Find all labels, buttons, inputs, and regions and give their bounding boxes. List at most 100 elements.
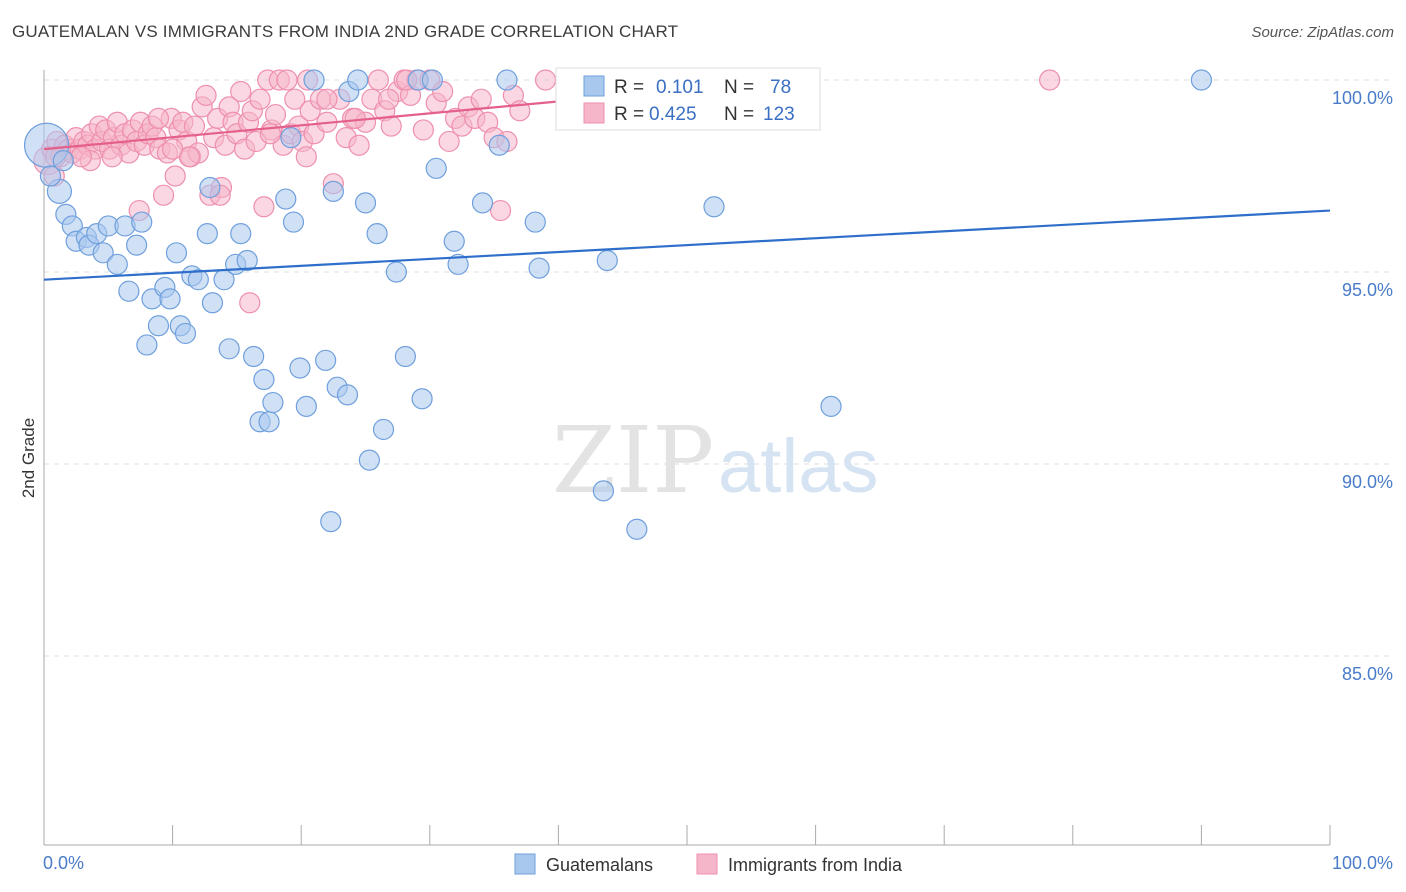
guatemalan-point (52, 150, 74, 172)
india-point (380, 115, 402, 137)
stats-swatch-pink (583, 102, 605, 124)
guatemalan-point (230, 223, 252, 245)
stats-n-label-blue: N = (724, 77, 754, 98)
x-axis-ticks (43, 825, 1331, 845)
guatemalan-points (23, 69, 1213, 540)
guatemalan-point (159, 288, 181, 310)
stats-n-value-blue: 78 (770, 77, 791, 98)
india-point (101, 146, 123, 168)
stats-n-value-pink: 123 (763, 104, 795, 125)
y-tick-label: 95.0% (1342, 280, 1393, 300)
guatemalan-point (174, 322, 197, 345)
chart-title: GUATEMALAN VS IMMIGRANTS FROM INDIA 2ND … (12, 22, 679, 41)
guatemalan-point (315, 349, 337, 371)
india-point (164, 165, 186, 187)
guatemalan-point (165, 242, 188, 264)
india-point (183, 115, 206, 137)
y-axis-title: 2nd Grade (19, 418, 38, 498)
source-credit: Source: ZipAtlas.com (1251, 24, 1394, 41)
india-point (147, 107, 170, 130)
guatemalan-point (358, 449, 380, 471)
guatemalan-point (196, 223, 218, 245)
guatemalan-point (425, 157, 447, 179)
india-point (438, 130, 460, 153)
legend-swatch-guatemalans (514, 853, 536, 875)
guatemalan-point (320, 510, 342, 533)
guatemalan-point (524, 211, 546, 233)
legend-label-guatemalans: Guatemalans (546, 855, 653, 875)
guatemalan-point (92, 242, 114, 264)
guatemalan-point (592, 480, 615, 502)
india-point (470, 88, 492, 110)
india-point (344, 107, 366, 130)
guatemalan-point (199, 176, 221, 199)
india-point (152, 184, 175, 206)
x-tick-label-max: 100.0% (1332, 853, 1393, 873)
india-point (239, 292, 261, 314)
guatemalan-point (201, 292, 224, 314)
stats-swatch-blue (583, 75, 605, 97)
guatemalan-point (262, 391, 284, 414)
guatemalan-point (1190, 69, 1213, 91)
guatemalan-point (366, 223, 388, 245)
guatemalan-point (303, 69, 325, 91)
guatemalan-point (147, 315, 170, 337)
guatemalan-point (236, 249, 258, 272)
guatemalan-point (488, 134, 510, 156)
guatemalan-point (496, 69, 518, 91)
guatemalan-point (218, 338, 240, 360)
india-point (316, 88, 338, 110)
guatemalan-point (275, 188, 297, 210)
guatemalan-point (447, 253, 469, 275)
legend-swatch-india (696, 853, 718, 875)
india-point (253, 196, 275, 218)
guatemalan-point (394, 345, 416, 368)
watermark: ZIP atlas (552, 407, 879, 514)
india-point (284, 88, 306, 110)
guatemalan-point (820, 395, 842, 417)
guatemalan-point (295, 395, 317, 417)
bottom-legend: Guatemalans Immigrants from India (514, 853, 903, 875)
guatemalan-point (596, 249, 618, 272)
india-point (195, 84, 217, 106)
guatemalan-point (125, 234, 148, 256)
guatemalan-point (322, 180, 344, 202)
guatemalan-point (187, 269, 209, 291)
y-tick-label: 85.0% (1342, 664, 1393, 684)
guatemalan-point (243, 345, 265, 368)
y-tick-label: 100.0% (1332, 88, 1393, 108)
stats-r-label-blue: R = (614, 77, 644, 98)
guatemalan-point (385, 261, 407, 283)
india-point (295, 146, 317, 168)
stats-r-label-pink: R = (614, 104, 644, 125)
stats-legend: R = 0.101 N = 78 R = 0.425 N = 123 (555, 67, 821, 131)
india-point (534, 69, 557, 91)
y-tick-label: 90.0% (1342, 472, 1393, 492)
watermark-zip: ZIP (552, 407, 714, 514)
guatemalan-point (106, 253, 128, 275)
guatemalan-point (703, 196, 725, 218)
guatemalan-point (253, 368, 275, 391)
india-point (489, 199, 512, 222)
india-point (264, 103, 287, 126)
x-tick-label-min: 0.0% (43, 853, 84, 873)
india-point (412, 119, 434, 141)
india-point (162, 138, 184, 160)
guatemalan-point (626, 518, 648, 540)
guatemalan-point (282, 211, 305, 233)
stats-r-value-pink: 0.425 (649, 104, 697, 125)
guatemalan-point (258, 411, 280, 433)
india-point (1039, 69, 1061, 91)
india-point (70, 146, 92, 168)
guatemalan-point (347, 69, 369, 91)
stats-r-value-blue: 0.101 (656, 77, 704, 98)
india-point (378, 88, 400, 110)
guatemalan-point (372, 418, 395, 441)
india-point (348, 134, 370, 156)
guatemalan-trend-line (43, 209, 1331, 281)
india-point (230, 80, 252, 103)
guatemalan-point (471, 192, 494, 214)
guatemalan-point (39, 165, 62, 187)
stats-n-label-pink: N = (724, 104, 754, 125)
guatemalan-point (131, 211, 153, 233)
